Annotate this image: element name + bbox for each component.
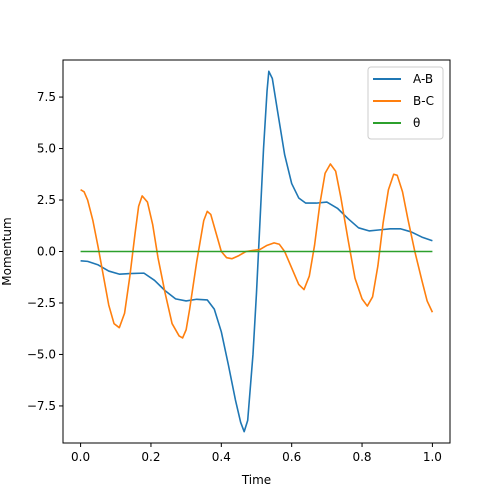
x-axis-label: Time	[241, 473, 271, 487]
legend-label: B-C	[413, 94, 434, 108]
x-tick-label: 0.2	[141, 450, 160, 464]
x-tick-label: 0.0	[71, 450, 90, 464]
series-line-0	[80, 70, 433, 433]
legend-label: θ	[413, 116, 420, 130]
x-tick-label: 0.8	[352, 450, 371, 464]
series-layer	[80, 70, 434, 433]
y-axis-ticks: −7.5 −5.0 −2.5 0.0 2.5 5.0 7.5	[27, 90, 63, 413]
legend: A-B B-C θ	[367, 66, 444, 140]
y-tick-label: −7.5	[27, 399, 56, 413]
x-axis-ticks: 0.0 0.2 0.4 0.6 0.8 1.0	[71, 443, 442, 464]
y-tick-label: −5.0	[27, 347, 56, 361]
y-tick-label: −2.5	[27, 296, 56, 310]
legend-label: A-B	[413, 72, 433, 86]
y-tick-label: 5.0	[37, 142, 56, 156]
y-tick-label: 0.0	[37, 245, 56, 259]
y-axis-label: Momentum	[0, 217, 14, 285]
x-tick-label: 1.0	[423, 450, 442, 464]
x-tick-label: 0.6	[282, 450, 301, 464]
y-tick-label: 2.5	[37, 193, 56, 207]
y-tick-label: 7.5	[37, 90, 56, 104]
x-tick-label: 0.4	[212, 450, 231, 464]
legend-box	[367, 66, 444, 140]
